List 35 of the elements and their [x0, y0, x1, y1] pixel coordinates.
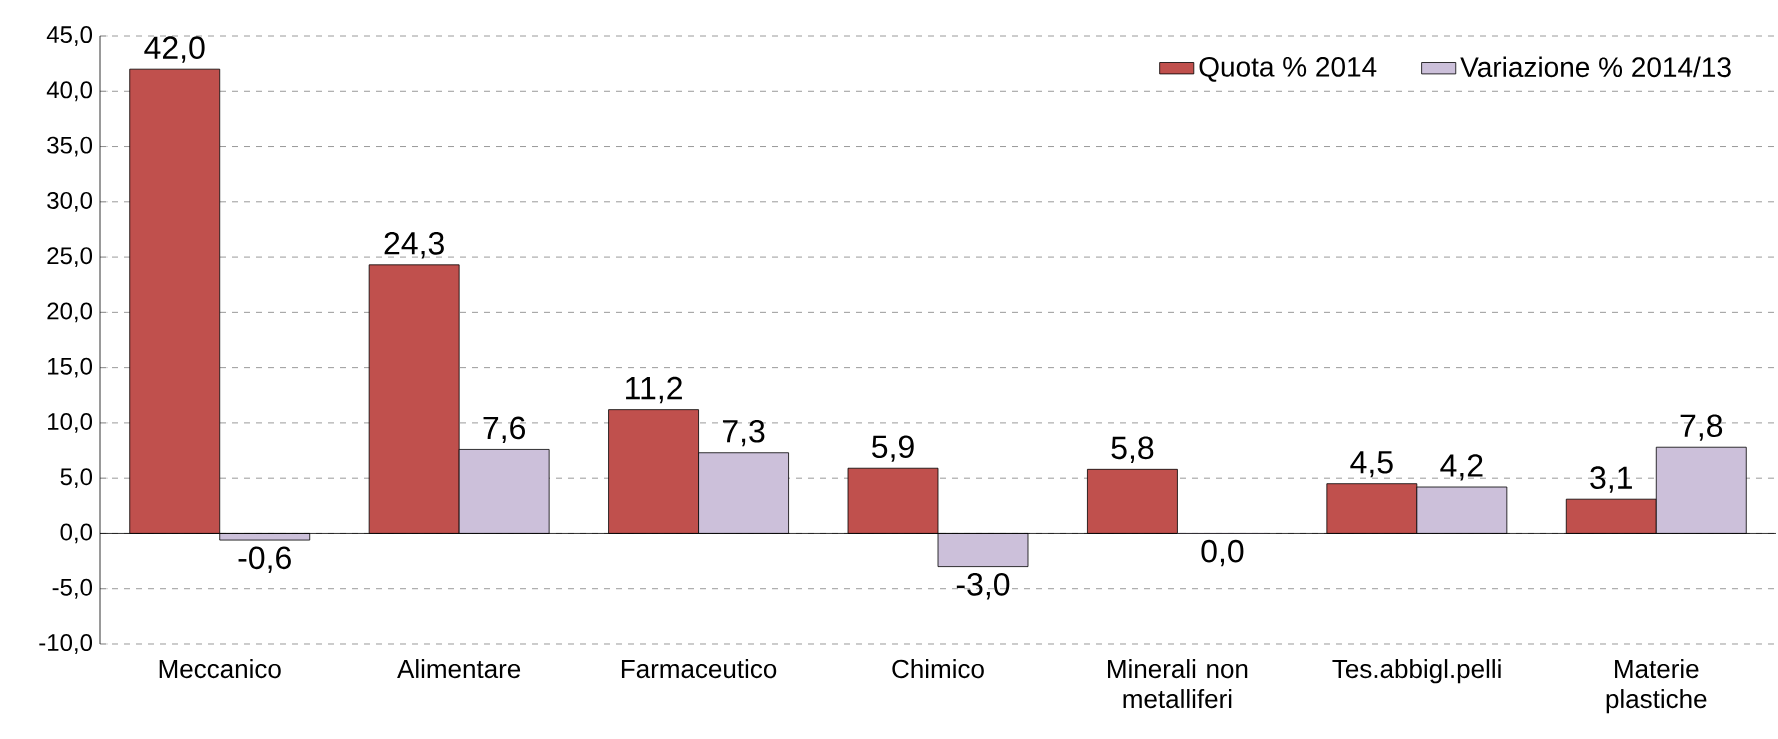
y-tick-label: 35,0: [47, 136, 93, 157]
data-label: 7,3: [722, 419, 765, 447]
y-tick-label: -5,0: [52, 578, 93, 599]
data-label: 3,1: [1590, 466, 1632, 493]
y-tick-label: 0,0: [60, 523, 93, 544]
y-tick-label: 45,0: [46, 26, 93, 46]
data-label: 24,3: [384, 232, 444, 259]
data-label: -0,6: [238, 546, 291, 573]
data-label: 7,6: [483, 416, 525, 444]
y-tick-label: -10,0: [39, 634, 93, 654]
x-tick-label: Minerali non metalliferi: [1108, 659, 1248, 709]
x-tick-label: Meccanico: [159, 659, 281, 679]
data-label: 7,8: [1680, 414, 1723, 441]
y-tick-label: 10,0: [48, 412, 93, 433]
y-tick-label: 20,0: [47, 302, 93, 323]
y-tick-label: 5,0: [60, 468, 93, 489]
data-label: 5,8: [1111, 436, 1154, 463]
y-tick-label: 25,0: [47, 247, 93, 267]
data-label: 5,9: [872, 435, 914, 462]
x-tick-label: Tes.abbigl.pelli: [1332, 659, 1501, 684]
x-tick-label: Farmaceutico: [621, 659, 777, 679]
data-label: -3,0: [956, 573, 1010, 600]
y-tick-label: 15,0: [48, 357, 93, 378]
data-label: 4,5: [1350, 451, 1393, 478]
data-label: 42,0: [144, 36, 205, 63]
x-tick-label: Alimentare: [397, 659, 521, 679]
legend-label: Variazione % 2014/13: [1460, 56, 1731, 78]
y-tick-label: 30,0: [47, 191, 93, 212]
data-label: 4,2: [1440, 454, 1483, 481]
x-tick-label: Materie plastiche: [1606, 659, 1707, 714]
x-tick-label: Chimico: [892, 659, 984, 679]
data-label: 11,2: [626, 376, 682, 404]
legend-label: Quota % 2014: [1199, 56, 1377, 82]
data-label: 0,0: [1201, 539, 1244, 567]
y-tick-label: 40,0: [46, 81, 93, 102]
